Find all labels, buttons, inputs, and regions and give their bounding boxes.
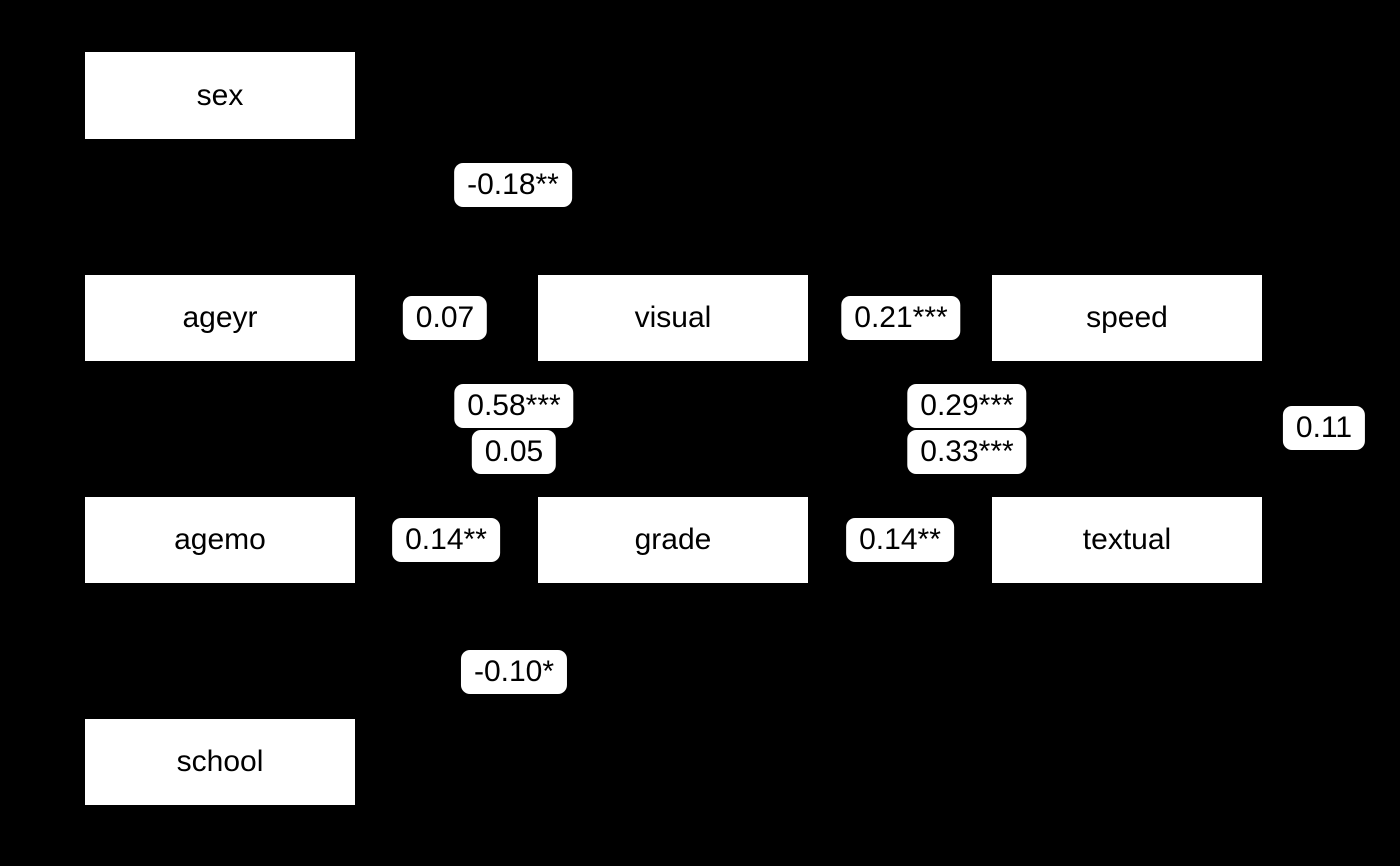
edge-label-0-29: 0.29*** [907, 384, 1027, 428]
edge-label-0-11: 0.11 [1282, 406, 1366, 450]
node-ageyr: ageyr [85, 275, 355, 361]
node-sex: sex [85, 52, 355, 139]
node-label-agemo: agemo [174, 523, 266, 556]
edge-label-text: 0.05 [484, 435, 544, 468]
node-school: school [85, 719, 355, 805]
edge-label-text: -0.18** [467, 168, 559, 201]
edge-label-0-14-right: 0.14** [846, 518, 954, 562]
edge-label-text: 0.33*** [920, 435, 1014, 468]
edge-label-0-05: 0.05 [471, 430, 557, 474]
node-label-visual: visual [634, 301, 712, 334]
edge-label-text: -0.10* [473, 655, 555, 688]
node-visual: visual [538, 275, 808, 361]
edge-label-text: 0.11 [1295, 411, 1353, 444]
edge-label-neg-0-10: -0.10* [460, 650, 568, 694]
edge-label-0-21: 0.21*** [841, 296, 961, 340]
edge-label-0-14-left: 0.14** [392, 518, 500, 562]
node-label-speed: speed [1086, 301, 1168, 334]
node-textual: textual [992, 497, 1262, 583]
edge-label-neg-0-18: -0.18** [454, 163, 572, 207]
edge-label-text: 0.29*** [920, 389, 1014, 422]
edge-label-text: 0.14** [859, 523, 941, 556]
node-speed: speed [992, 275, 1262, 361]
node-label-textual: textual [1082, 523, 1172, 556]
edge-label-0-58: 0.58*** [454, 384, 574, 428]
node-label-school: school [176, 745, 264, 778]
node-grade: grade [538, 497, 808, 583]
edge-label-text: 0.58*** [467, 389, 561, 422]
node-label-grade: grade [634, 523, 712, 556]
edge-label-text: 0.07 [415, 301, 475, 334]
node-agemo: agemo [85, 497, 355, 583]
edge-label-0-33: 0.33*** [907, 430, 1027, 474]
edge-label-text: 0.14** [405, 523, 487, 556]
edge-label-0-07: 0.07 [402, 296, 488, 340]
node-label-ageyr: ageyr [182, 301, 258, 334]
node-label-sex: sex [196, 78, 244, 112]
edge-label-text: 0.21*** [854, 301, 948, 334]
